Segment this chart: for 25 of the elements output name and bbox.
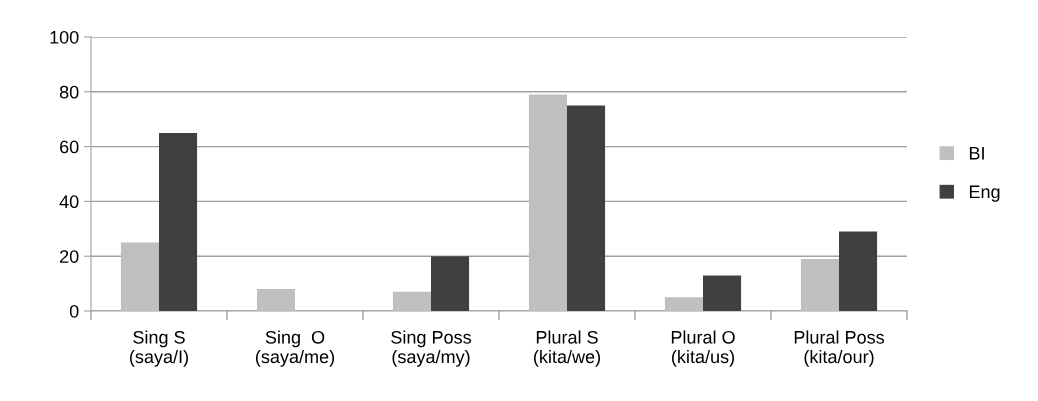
bar xyxy=(392,291,431,311)
x-tick-label: Plural Poss (kita/our) xyxy=(794,330,885,367)
bar xyxy=(256,289,295,311)
y-tick-label: 20 xyxy=(60,250,79,263)
x-tick-label: Plural O (kita/us) xyxy=(671,330,735,367)
x-tick-label: Sing S (saya/I) xyxy=(130,330,188,367)
legend-label: Eng xyxy=(969,185,1000,202)
y-tick-label: 40 xyxy=(59,195,79,209)
bar xyxy=(567,105,606,311)
x-tick-label: Sing O (saya/me) xyxy=(255,330,335,367)
bar xyxy=(159,132,198,311)
bar xyxy=(664,297,703,311)
bar xyxy=(800,258,839,311)
y-tick-label: 100 xyxy=(50,30,79,44)
bar xyxy=(839,231,878,311)
x-tick-label: Plural S (kita/we) xyxy=(534,330,600,367)
legend-label: BI xyxy=(969,147,984,160)
y-tick-label: 0 xyxy=(69,304,79,318)
bar xyxy=(120,242,159,311)
y-tick-label: 80 xyxy=(59,85,79,99)
y-tick-label: 60 xyxy=(60,140,79,154)
bar xyxy=(431,256,470,311)
bar xyxy=(703,275,742,311)
x-tick-label: Sing Poss (saya/my) xyxy=(391,330,471,367)
bar xyxy=(528,94,567,311)
